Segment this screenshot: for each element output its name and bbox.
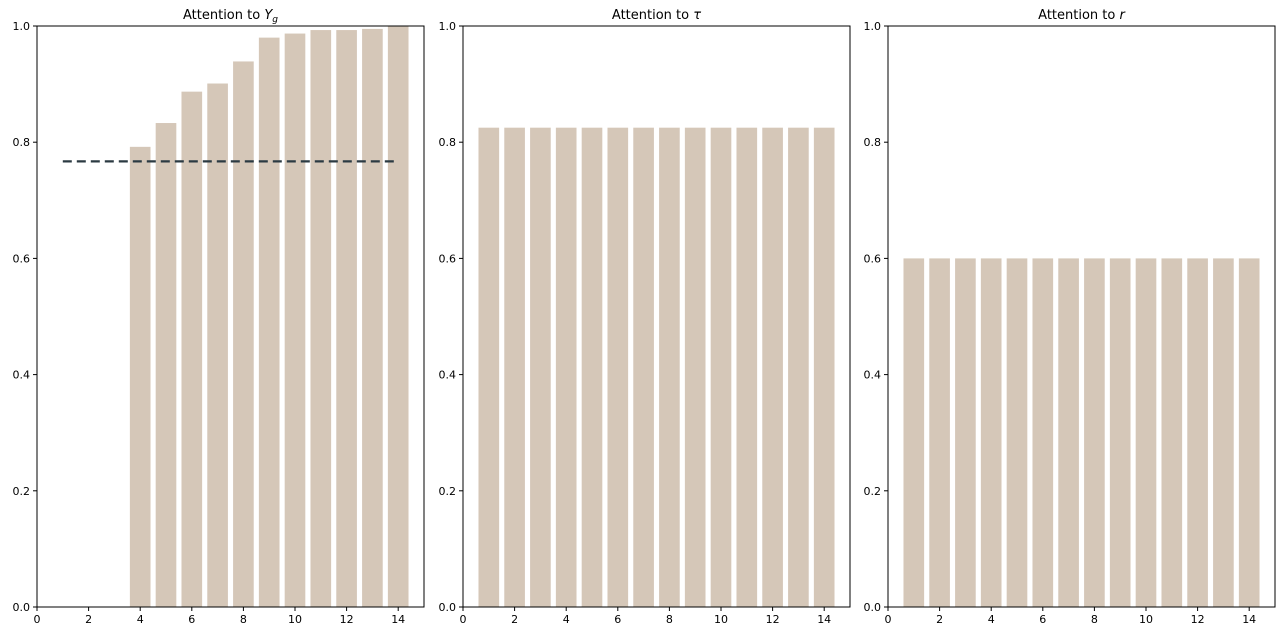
x-tick-label: 0 [885,613,892,626]
y-tick-label: 0.4 [439,369,457,382]
x-tick-label: 8 [666,613,673,626]
axes-frame [36,25,425,608]
bar-x2 [504,127,525,608]
bar-group [129,26,409,608]
bar-group [478,127,835,608]
bar-group [903,258,1260,607]
bar-x7 [633,127,654,608]
y-tick-label: 0.8 [439,136,457,149]
x-tick-label: 8 [240,613,247,626]
y-tick-label: 0.6 [13,252,31,265]
bar-x4 [980,258,1002,607]
bar-x8 [233,61,254,607]
bar-x10 [284,33,306,608]
bar-x6 [1032,258,1054,607]
bar-x14 [387,26,409,607]
bar-x1 [903,258,925,607]
y-tick-label: 0.6 [439,252,457,265]
bar-x13 [788,127,809,608]
x-tick-label: 2 [511,613,518,626]
bar-x9 [1109,258,1131,607]
bar-x13 [1213,258,1234,607]
y-tick-label: 0.2 [439,485,457,498]
x-tick-label: 2 [85,613,92,626]
bar-x11 [1161,258,1183,607]
bar-x12 [1187,258,1208,607]
axes-frame [887,25,1276,608]
y-tick-label: 0.8 [864,136,882,149]
bar-x11 [736,127,758,608]
y-tick-label: 0.4 [864,369,882,382]
chart-panel-tau: Attention to τ 0 2 4 6 8 10 12 14 0.0 0.2 0.4 0.6 0.… [439,8,851,626]
bar-x8 [659,127,680,608]
x-tick-label: 10 [1139,613,1153,626]
bar-x8 [1084,258,1105,607]
x-tick-label: 14 [1242,613,1256,626]
y-tick-label: 0.0 [13,601,31,614]
y-tick-label: 1.0 [13,20,31,33]
bar-x7 [1058,258,1079,607]
chart-title-yg: Attention to Yg [183,8,278,25]
x-tick-label: 4 [988,613,995,626]
bar-x14 [813,127,835,608]
bar-x9 [258,37,280,608]
bar-x3 [530,127,551,608]
bar-x2 [929,258,950,607]
axes: 0 2 4 6 8 10 12 14 0.0 0.2 0.4 0.6 0.8 1.0 [13,20,425,626]
chart-panel-r: Attention to r 0 2 4 6 8 10 12 14 0.0 0.2 0.4 0.6 0.… [864,8,1276,626]
bar-x14 [1238,258,1260,607]
x-tick-label: 0 [34,613,41,626]
y-tick-label: 1.0 [864,20,882,33]
axes: 0 2 4 6 8 10 12 14 0.0 0.2 0.4 0.6 0.8 1.0 [864,20,1276,626]
bar-x7 [207,83,228,607]
bar-x13 [362,28,383,607]
chart-panel-yg: Attention to Yg 0 2 4 6 8 10 12 140.00.20.40.60… [13,8,425,626]
bar-x4 [555,127,577,608]
bar-x5 [1006,258,1028,607]
bar-x10 [710,127,732,608]
bar-x6 [607,127,629,608]
x-tick-label: 10 [288,613,302,626]
x-tick-label: 12 [766,613,780,626]
bar-x11 [310,30,332,607]
x-tick-label: 4 [563,613,570,626]
y-tick-label: 1.0 [439,20,457,33]
bar-x12 [336,30,357,607]
chart-title-r: Attention to r [1038,8,1126,23]
y-tick-label: 0.8 [13,136,31,149]
x-tick-label: 12 [1191,613,1205,626]
axes: 0 2 4 6 8 10 12 14 0.0 0.2 0.4 0.6 0.8 1.0 [439,20,851,626]
chart-title-tau: Attention to τ [612,8,701,23]
bar-x5 [155,123,177,607]
x-tick-label: 12 [340,613,354,626]
bar-x3 [955,258,976,607]
x-tick-label: 10 [714,613,728,626]
x-tick-label: 14 [391,613,405,626]
y-tick-label: 0.6 [864,252,882,265]
x-tick-label: 6 [614,613,621,626]
y-tick-label: 0.2 [864,485,882,498]
y-tick-label: 0.2 [13,485,31,498]
y-tick-label: 0.0 [439,601,457,614]
x-tick-label: 8 [1091,613,1098,626]
y-tick-label: 0.0 [864,601,882,614]
bar-x9 [684,127,706,608]
x-tick-label: 6 [1039,613,1046,626]
x-tick-label: 0 [460,613,467,626]
bar-x5 [581,127,603,608]
x-tick-label: 4 [137,613,144,626]
axes-frame [462,25,851,608]
x-tick-label: 6 [188,613,195,626]
bar-x10 [1135,258,1157,607]
bar-x12 [762,127,783,608]
x-tick-label: 14 [817,613,831,626]
x-tick-label: 2 [936,613,943,626]
bar-x4 [129,146,151,607]
bar-x6 [181,91,203,607]
y-tick-label: 0.4 [13,369,31,382]
bar-x1 [478,127,500,608]
